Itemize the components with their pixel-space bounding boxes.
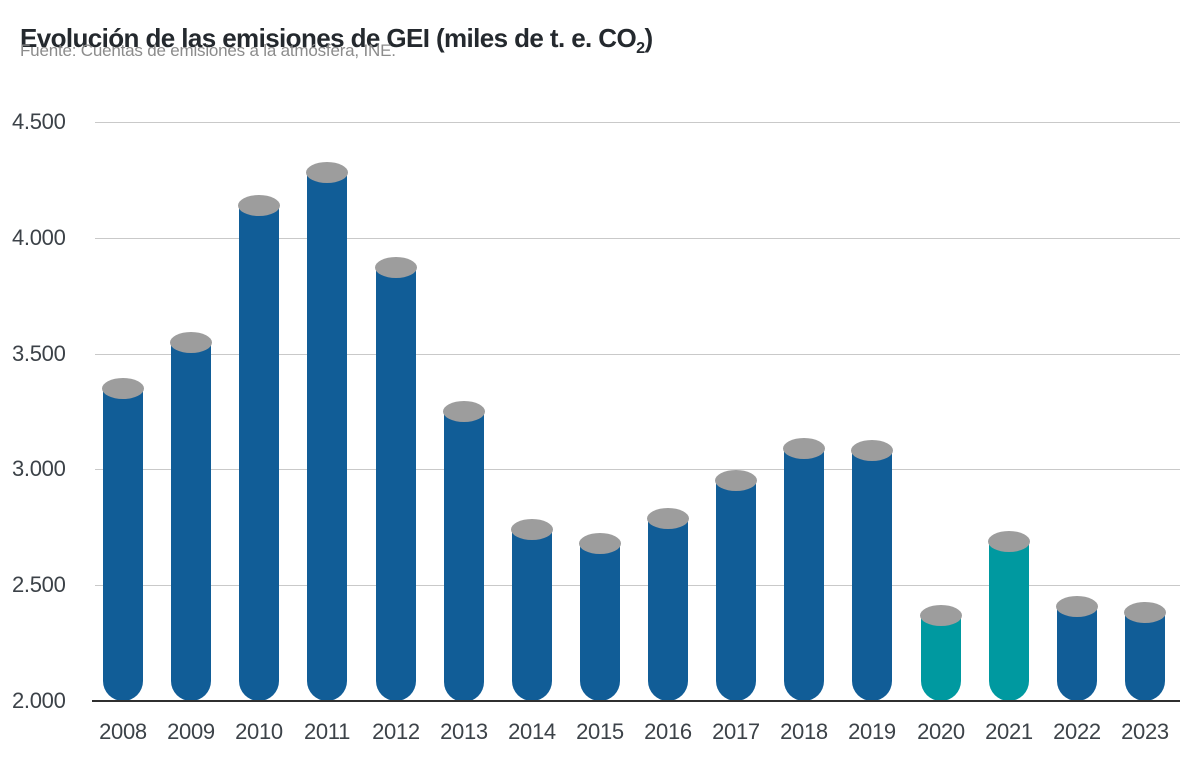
gridline-2500 (95, 585, 1180, 586)
bar-2015 (580, 544, 620, 701)
bar-cap-2008 (102, 378, 144, 399)
y-tick-label-2000: 2.000 (12, 688, 66, 713)
x-tick-label-2022: 2022 (1053, 719, 1101, 744)
chart-title-suffix: ) (644, 23, 653, 54)
bar-2010 (239, 205, 279, 701)
bar-cap-2010 (238, 195, 280, 216)
x-tick-label-2019: 2019 (848, 719, 896, 744)
bar-2011 (307, 173, 347, 701)
bar-cap-2016 (647, 508, 689, 529)
gridline-4000 (95, 238, 1180, 239)
bar-2016 (648, 518, 688, 701)
x-tick-label-2009: 2009 (167, 719, 215, 744)
bar-2012 (376, 268, 416, 701)
bar-2009 (171, 342, 211, 701)
y-tick-label-3500: 3.500 (12, 341, 66, 366)
bar-cap-2022 (1056, 596, 1098, 617)
bar-cap-2021 (988, 531, 1030, 552)
x-tick-label-2015: 2015 (576, 719, 624, 744)
x-axis-line (92, 700, 1180, 702)
bar-cap-2023 (1124, 602, 1166, 623)
y-tick-label-4000: 4.000 (12, 225, 66, 250)
y-tick-label-3000: 3.000 (12, 456, 66, 481)
x-tick-label-2010: 2010 (235, 719, 283, 744)
bar-2017 (716, 481, 756, 701)
x-tick-label-2020: 2020 (917, 719, 965, 744)
x-tick-label-2011: 2011 (303, 719, 351, 744)
bar-2022 (1057, 606, 1097, 701)
x-tick-label-2008: 2008 (99, 719, 147, 744)
bar-2021 (989, 541, 1029, 701)
bar-cap-2020 (920, 605, 962, 626)
bar-cap-2015 (579, 533, 621, 554)
bar-2023 (1125, 613, 1165, 701)
x-tick-label-2014: 2014 (508, 719, 556, 744)
x-tick-label-2021: 2021 (985, 719, 1033, 744)
bar-cap-2012 (375, 257, 417, 278)
x-tick-label-2023: 2023 (1121, 719, 1169, 744)
bar-2014 (512, 530, 552, 701)
x-tick-label-2012: 2012 (372, 719, 420, 744)
x-tick-label-2017: 2017 (712, 719, 760, 744)
bar-2019 (852, 451, 892, 701)
gridline-3500 (95, 354, 1180, 355)
chart-title-text: Evolución de las emisiones de GEI (miles… (20, 23, 637, 54)
x-tick-label-2018: 2018 (780, 719, 828, 744)
bar-cap-2017 (715, 470, 757, 491)
y-tick-label-4500: 4.500 (12, 109, 66, 134)
chart-source-note: Fuente: Cuentas de emisiones a la atmósf… (20, 41, 396, 60)
chart-title: Evolución de las emisiones de GEI (miles… (20, 23, 653, 57)
chart-title-subscript: 2 (636, 38, 645, 57)
bar-2013 (444, 412, 484, 702)
bar-cap-2013 (443, 401, 485, 422)
gridline-4500 (95, 122, 1180, 123)
bar-2008 (103, 388, 143, 701)
y-tick-label-2500: 2.500 (12, 572, 66, 597)
gridline-3000 (95, 469, 1180, 470)
bar-cap-2011 (306, 162, 348, 183)
x-tick-label-2016: 2016 (644, 719, 692, 744)
bar-cap-2018 (783, 438, 825, 459)
bar-cap-2014 (511, 519, 553, 540)
bar-cap-2019 (851, 440, 893, 461)
bar-2020 (921, 615, 961, 701)
bar-cap-2009 (170, 332, 212, 353)
x-tick-label-2013: 2013 (440, 719, 488, 744)
bar-2018 (784, 449, 824, 701)
